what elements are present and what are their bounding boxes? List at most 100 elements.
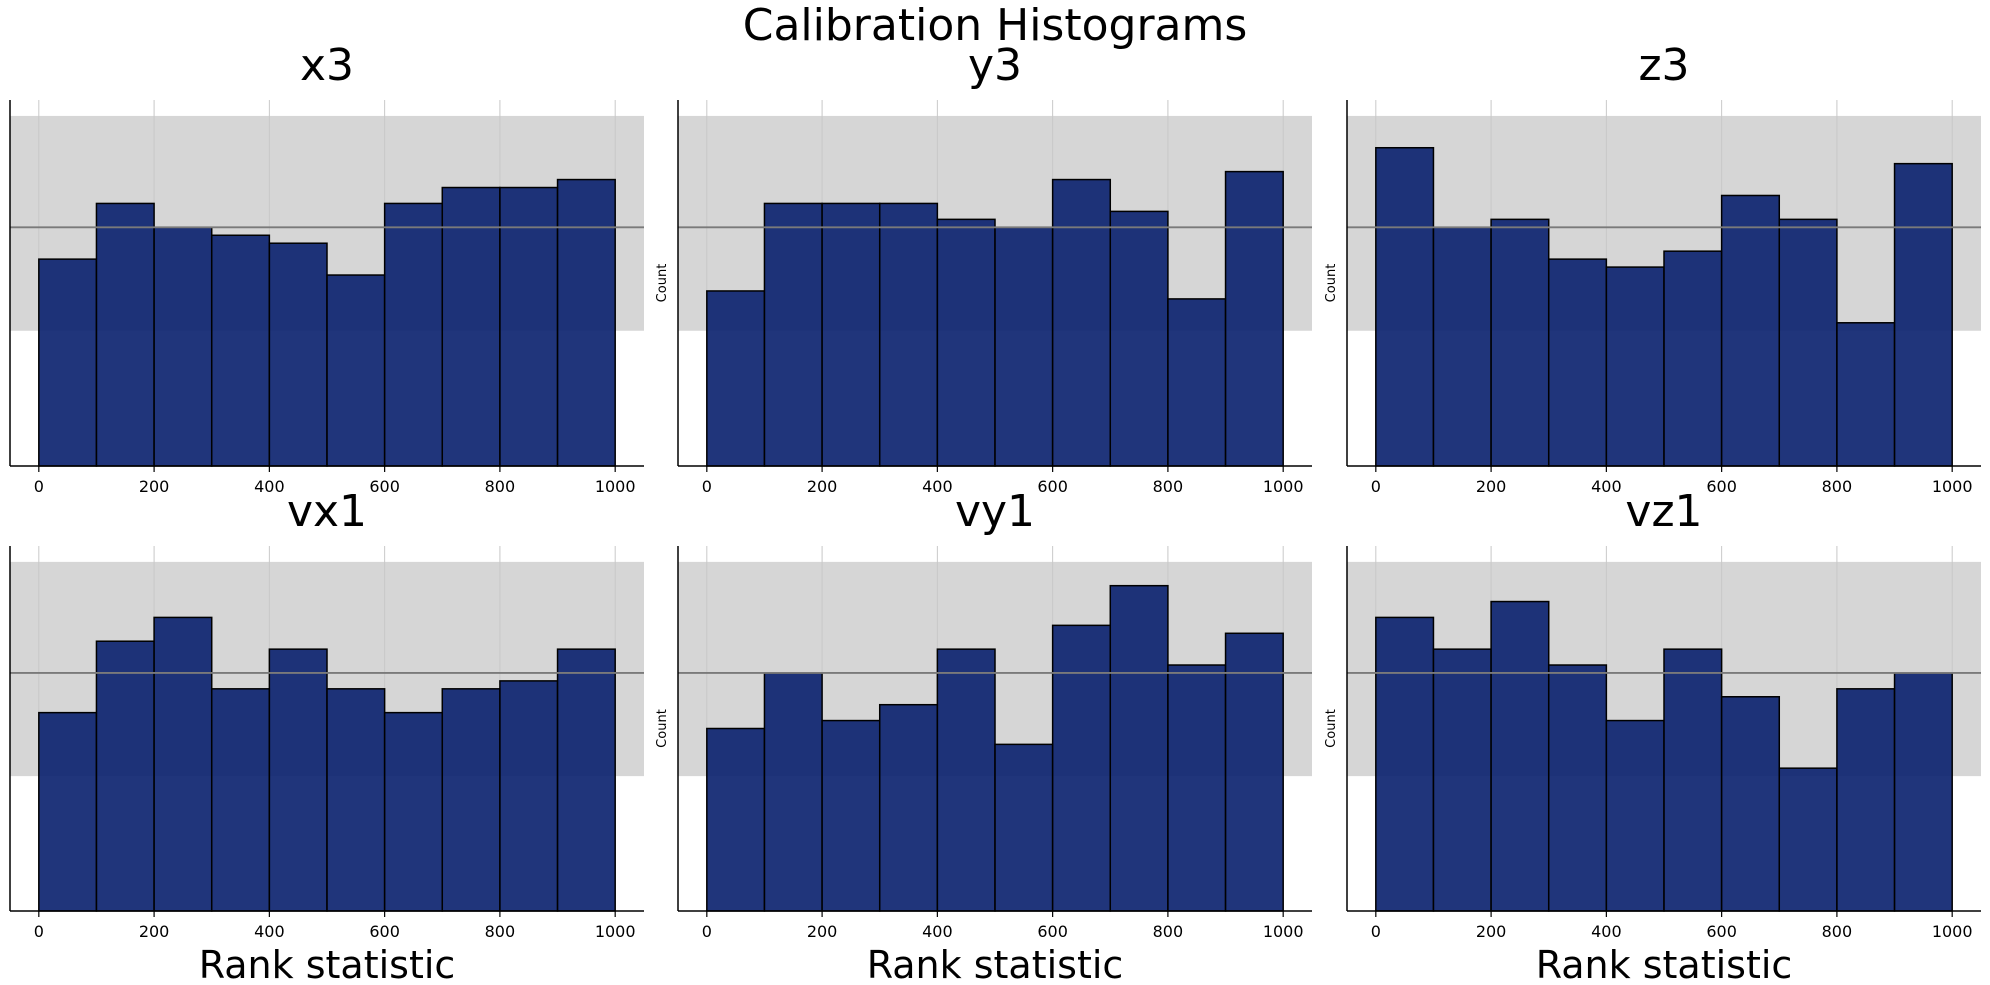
panel-title: y3 — [968, 40, 1022, 91]
histogram-bar — [706, 290, 766, 467]
panel-title: vx1 — [287, 486, 367, 537]
histogram-bar — [1109, 584, 1169, 912]
histogram-bar — [1605, 266, 1665, 467]
x-tick-label: 800 — [1822, 922, 1853, 941]
x-axis-label: Rank statistic — [1536, 943, 1793, 985]
y-axis-label: Count — [655, 264, 670, 303]
histogram-bar — [1720, 194, 1781, 467]
histogram-bar — [210, 688, 271, 912]
histogram-bar — [994, 226, 1054, 467]
x-tick-label: 800 — [1822, 477, 1853, 496]
x-tick-label: 600 — [1706, 922, 1737, 941]
x-tick-label: 200 — [807, 477, 838, 496]
histogram-bar — [268, 242, 328, 467]
histogram-bar — [38, 711, 98, 912]
x-tick-label: 1000 — [1932, 922, 1973, 941]
histogram-bar — [936, 218, 996, 467]
x-tick-label: 0 — [1371, 922, 1381, 941]
histogram-bar — [1490, 218, 1550, 467]
x-tick-label: 0 — [1371, 477, 1381, 496]
histogram-bar — [1051, 178, 1112, 467]
panel-y3: 0 200 400 600 800 1000 y3 Count — [655, 40, 1312, 496]
histogram-bar — [556, 178, 616, 467]
histogram-bar — [878, 703, 939, 912]
histogram-bar — [763, 202, 823, 467]
panel-title: vz1 — [1625, 486, 1702, 537]
histogram-bar — [1547, 664, 1608, 912]
x-tick-label: 200 — [1476, 477, 1507, 496]
x-tick-label: 400 — [1591, 477, 1622, 496]
histogram-bar — [499, 680, 559, 912]
panel-vy1: 0 200 400 600 800 1000 vy1 Count Rank statistic — [655, 486, 1312, 985]
histogram-bar — [1547, 258, 1608, 467]
histogram-bar — [326, 688, 386, 912]
x-tick-label: 400 — [922, 477, 953, 496]
histogram-bar — [1663, 250, 1723, 467]
x-tick-label: 1000 — [1263, 477, 1304, 496]
x-tick-label: 0 — [34, 922, 44, 941]
x-tick-label: 800 — [1153, 477, 1184, 496]
histogram-bar — [153, 616, 213, 912]
histogram-bar — [441, 688, 501, 912]
histogram-bar — [821, 719, 881, 912]
histogram-bar — [763, 672, 823, 912]
panel-title: x3 — [300, 40, 354, 91]
x-tick-label: 600 — [1706, 477, 1737, 496]
x-tick-label: 1000 — [1263, 922, 1304, 941]
panel-vx1: 0 200 400 600 800 1000 vx1 Rank statistic — [9, 486, 644, 985]
panel-title: vy1 — [955, 486, 1035, 537]
histogram-bar — [1375, 616, 1435, 912]
histogram-bar — [556, 648, 616, 912]
histogram-bar — [153, 226, 213, 467]
histogram-bar — [1720, 696, 1781, 912]
histogram-bar — [1663, 648, 1723, 912]
histogram-bar — [1224, 632, 1284, 912]
x-tick-label: 800 — [485, 477, 516, 496]
histogram-bar — [878, 202, 939, 467]
histogram-bar — [936, 648, 996, 912]
histogram-bar — [1836, 322, 1896, 467]
histogram-bar — [441, 186, 501, 467]
x-tick-label: 200 — [139, 477, 170, 496]
x-tick-label: 1000 — [1932, 477, 1973, 496]
histogram-bar — [38, 258, 98, 467]
histogram-bar — [1893, 672, 1953, 912]
histogram-bar — [499, 186, 559, 467]
histogram-bar — [326, 274, 386, 467]
histogram-bar — [1167, 298, 1227, 467]
x-tick-label: 0 — [702, 477, 712, 496]
histogram-bar — [994, 743, 1054, 912]
x-tick-label: 0 — [34, 477, 44, 496]
x-tick-label: 200 — [807, 922, 838, 941]
histogram-bar — [1224, 170, 1284, 467]
x-tick-label: 800 — [485, 922, 516, 941]
x-tick-label: 400 — [254, 922, 285, 941]
y-axis-label: Count — [1324, 264, 1339, 303]
histogram-bar — [821, 202, 881, 467]
histogram-bar — [1836, 688, 1896, 912]
y-axis-label: Count — [655, 709, 670, 748]
x-tick-label: 800 — [1153, 922, 1184, 941]
histogram-bar — [210, 234, 271, 467]
histogram-bar — [1432, 648, 1492, 912]
histogram-bar — [95, 640, 155, 912]
x-axis-label: Rank statistic — [199, 943, 456, 985]
histogram-bar — [95, 202, 155, 467]
histogram-bar — [1375, 146, 1435, 467]
histogram-bar — [1109, 210, 1169, 467]
histogram-bar — [1778, 218, 1838, 467]
panel-x3: 0 200 400 600 800 1000 x3 — [9, 40, 644, 496]
histogram-bar — [383, 711, 444, 912]
x-tick-label: 1000 — [595, 922, 636, 941]
histogram-bar — [1167, 664, 1227, 912]
x-tick-label: 400 — [254, 477, 285, 496]
y-axis-label: Count — [1324, 709, 1339, 748]
figure-title: Calibration Histograms — [743, 0, 1248, 51]
x-axis-label: Rank statistic — [867, 943, 1124, 985]
panel-z3: 0 200 400 600 800 1000 z3 Count — [1324, 40, 1981, 496]
histogram-bar — [268, 648, 328, 912]
x-tick-label: 600 — [369, 477, 400, 496]
histogram-bar — [1432, 226, 1492, 467]
x-tick-label: 600 — [1037, 477, 1068, 496]
x-tick-label: 200 — [1476, 922, 1507, 941]
